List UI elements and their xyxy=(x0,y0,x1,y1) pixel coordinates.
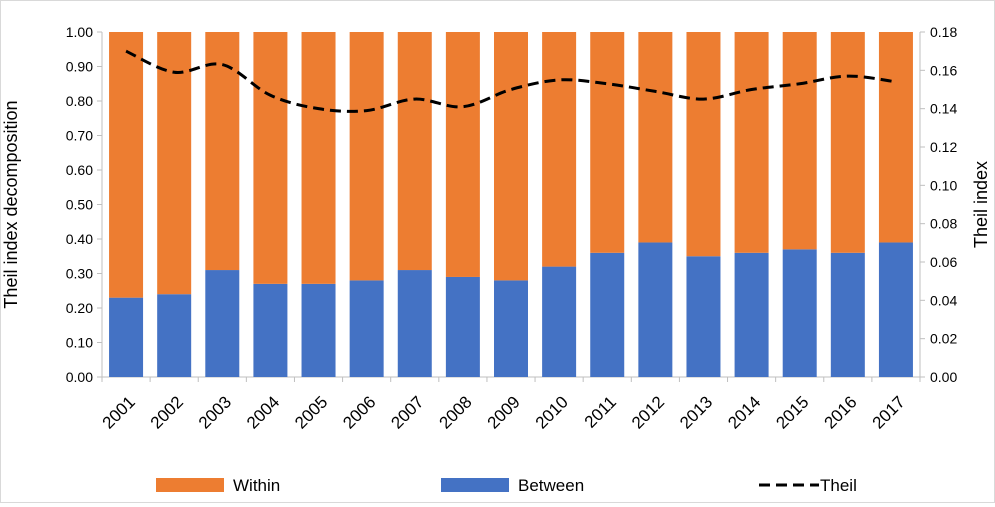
legend-label-theil: Theil xyxy=(820,476,857,495)
x-tick-label: 2014 xyxy=(724,392,764,432)
y-tick-label: 1.00 xyxy=(66,24,93,40)
y2-tick-label: 0.00 xyxy=(930,369,957,385)
theil-line xyxy=(125,49,897,113)
y2-tick-label: 0.16 xyxy=(930,62,957,78)
x-tick-label: 2010 xyxy=(532,392,572,432)
y-tick-label: 0.80 xyxy=(66,93,93,109)
bar-between xyxy=(830,252,865,377)
y2-tick-label: 0.18 xyxy=(930,24,957,40)
x-tick-label: 2008 xyxy=(436,392,476,432)
x-tick-label: 2005 xyxy=(291,392,331,432)
y-tick-label: 0.00 xyxy=(66,369,93,385)
bar-between xyxy=(638,242,673,377)
y-tick-label: 0.50 xyxy=(66,197,93,213)
x-tick-label: 2009 xyxy=(484,392,524,432)
bar-within xyxy=(253,32,288,284)
bar-within xyxy=(205,32,240,271)
legend-swatch-within xyxy=(156,478,224,492)
bar-between xyxy=(686,256,721,377)
x-tick-label: 2001 xyxy=(99,392,139,432)
legend-swatch-between xyxy=(441,478,509,492)
y-tick-label: 0.10 xyxy=(66,335,93,351)
y-tick-label: 0.40 xyxy=(66,231,93,247)
y2-tick-label: 0.14 xyxy=(930,101,957,117)
bar-within xyxy=(157,32,192,295)
bar-between xyxy=(157,294,192,377)
bar-between xyxy=(301,283,336,377)
bar-within xyxy=(878,32,913,243)
bar-within xyxy=(542,32,577,267)
y-axis-title: Theil index decomposition xyxy=(1,100,21,308)
bar-within xyxy=(109,32,144,298)
bar-within xyxy=(830,32,865,253)
y-tick-label: 0.90 xyxy=(66,59,93,75)
y2-tick-label: 0.12 xyxy=(930,139,957,155)
bar-within xyxy=(494,32,528,281)
bar-within xyxy=(349,32,384,281)
bar-between xyxy=(590,252,625,377)
bar-between xyxy=(782,249,817,377)
bar-between xyxy=(734,252,769,377)
bar-within xyxy=(397,32,432,271)
x-tick-label: 2002 xyxy=(147,392,187,432)
bar-between xyxy=(349,280,384,377)
y2-tick-label: 0.02 xyxy=(930,331,957,347)
bar-within xyxy=(445,32,480,277)
y-tick-label: 0.30 xyxy=(66,266,93,282)
y2-tick-label: 0.06 xyxy=(930,254,957,270)
bar-within xyxy=(782,32,817,250)
x-tick-label: 2006 xyxy=(339,392,379,432)
x-tick-label: 2012 xyxy=(628,392,668,432)
x-tick-label: 2017 xyxy=(869,392,909,432)
x-tick-label: 2013 xyxy=(676,392,716,432)
y-tick-label: 0.60 xyxy=(66,162,93,178)
x-tick-label: 2015 xyxy=(772,392,812,432)
bar-between xyxy=(205,270,240,377)
x-tick-label: 2004 xyxy=(243,392,283,432)
y2-tick-label: 0.10 xyxy=(930,177,957,193)
y2-tick-label: 0.08 xyxy=(930,216,957,232)
legend-label-between: Between xyxy=(518,476,584,495)
bar-within xyxy=(301,32,336,284)
y-tick-label: 0.70 xyxy=(66,128,93,144)
bar-within xyxy=(734,32,769,253)
bar-within xyxy=(638,32,673,243)
bar-between xyxy=(494,280,528,377)
x-tick-label: 2016 xyxy=(820,392,860,432)
bar-between xyxy=(109,297,144,377)
x-tick-label: 2011 xyxy=(581,392,620,431)
bar-within xyxy=(686,32,721,257)
bar-within xyxy=(590,32,625,253)
y2-axis-title: Theil index xyxy=(971,161,991,248)
x-tick-label: 2003 xyxy=(195,392,235,432)
bar-between xyxy=(253,283,288,377)
bar-between xyxy=(445,276,480,377)
bar-between xyxy=(397,270,432,377)
y2-tick-label: 0.04 xyxy=(930,292,957,308)
y-tick-label: 0.20 xyxy=(66,300,93,316)
bar-between xyxy=(542,266,577,377)
bar-between xyxy=(878,242,913,377)
legend-label-within: Within xyxy=(233,476,280,495)
x-tick-label: 2007 xyxy=(387,392,427,432)
